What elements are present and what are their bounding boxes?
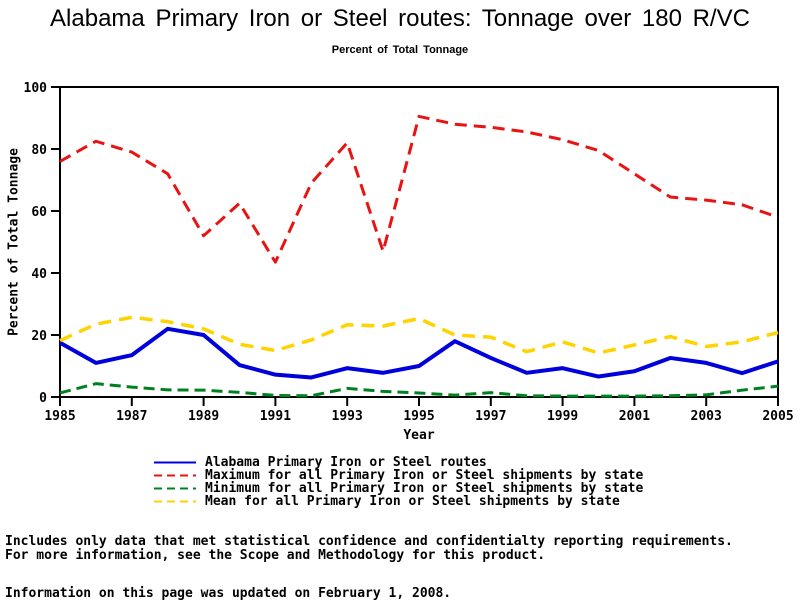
footnote-block: Includes only data that met statistical … bbox=[5, 535, 733, 562]
footnote-line-1: Includes only data that met statistical … bbox=[5, 534, 733, 549]
x-tick-label: 1985 bbox=[44, 409, 75, 424]
y-tick-label: 40 bbox=[31, 267, 47, 282]
y-tick-label: 20 bbox=[31, 329, 47, 344]
x-tick-label: 1995 bbox=[403, 409, 434, 424]
plot-frame bbox=[59, 86, 779, 398]
x-tick-label: 1997 bbox=[475, 409, 506, 424]
footnote-line-2: For more information, see the Scope and … bbox=[5, 547, 546, 563]
legend-item: Alabama Primary Iron or Steel routes bbox=[153, 456, 643, 469]
x-axis-title: Year bbox=[403, 428, 435, 443]
series-line bbox=[59, 315, 779, 355]
x-tick-label: 2005 bbox=[762, 409, 793, 424]
series-line bbox=[59, 382, 779, 398]
legend-label: Mean for all Primary Iron or Steel shipm… bbox=[205, 494, 620, 509]
legend-swatch-line bbox=[154, 474, 196, 477]
x-tick-label: 1989 bbox=[188, 409, 219, 424]
y-tick-label: 80 bbox=[31, 143, 47, 158]
x-tick-label: 2001 bbox=[619, 409, 650, 424]
legend-label: Minimum for all Primary Iron or Steel sh… bbox=[205, 481, 644, 496]
chart-subtitle: Percent of Total Tonnage bbox=[331, 44, 469, 56]
legend-label: Alabama Primary Iron or Steel routes bbox=[205, 455, 487, 470]
x-tick-label: 1991 bbox=[260, 409, 291, 424]
legend-label: Maximum for all Primary Iron or Steel sh… bbox=[205, 468, 644, 483]
y-tick-label: 0 bbox=[39, 391, 47, 406]
legend-item: Minimum for all Primary Iron or Steel sh… bbox=[153, 482, 643, 495]
chart-title: Alabama Primary Iron or Steel routes: To… bbox=[50, 5, 750, 32]
y-tick-label: 100 bbox=[24, 81, 48, 96]
x-tick-label: 1987 bbox=[116, 409, 147, 424]
series-line bbox=[59, 114, 779, 264]
legend-swatch-line bbox=[154, 500, 196, 503]
legend: Alabama Primary Iron or Steel routes Max… bbox=[153, 456, 643, 508]
y-axis-title: Percent of Total Tonnage bbox=[6, 148, 22, 336]
y-tick-label: 60 bbox=[31, 205, 47, 220]
x-tick-label: 2003 bbox=[691, 409, 722, 424]
legend-swatch-line bbox=[154, 487, 196, 490]
x-tick-label: 1999 bbox=[547, 409, 578, 424]
updated-note: Information on this page was updated on … bbox=[5, 586, 452, 601]
legend-swatch-line bbox=[154, 461, 196, 464]
x-tick-label: 1993 bbox=[332, 409, 363, 424]
legend-item: Mean for all Primary Iron or Steel shipm… bbox=[153, 495, 643, 508]
legend-item: Maximum for all Primary Iron or Steel sh… bbox=[153, 469, 643, 482]
series-line bbox=[59, 326, 779, 380]
